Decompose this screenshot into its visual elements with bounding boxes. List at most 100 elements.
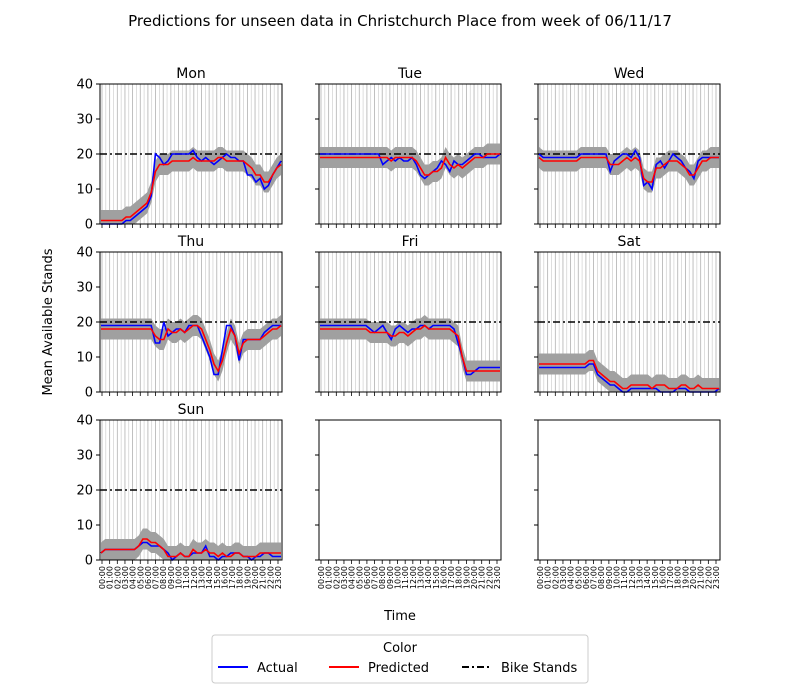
legend-label: Bike Stands <box>501 661 578 676</box>
x-tick-label: 05:00 <box>574 566 583 589</box>
predicted-series-line <box>101 324 282 373</box>
x-tick-label: 11:00 <box>401 566 410 589</box>
legend-entry-predicted: Predicted <box>329 661 429 676</box>
x-tick-label: 02:00 <box>332 566 341 589</box>
predicted-series-line <box>538 156 719 183</box>
x-tick-label: 16:00 <box>439 566 448 589</box>
y-tick-label: 30 <box>76 281 93 296</box>
x-tick-label: 19:00 <box>681 566 690 589</box>
x-tick-label: 08:00 <box>378 566 387 589</box>
x-tick-label: 16:00 <box>220 566 229 589</box>
x-tick-label: 14:00 <box>205 566 214 589</box>
panel-title: Sun <box>178 402 205 418</box>
panel-sat: Sat <box>534 234 721 396</box>
x-tick-label: 18:00 <box>236 566 245 589</box>
panel-background <box>319 420 501 560</box>
y-tick-label: 20 <box>76 484 93 499</box>
legend-label: Actual <box>257 661 298 676</box>
x-tick-label: 21:00 <box>478 566 487 589</box>
y-tick-label: 10 <box>76 351 93 366</box>
chart-title: Predictions for unseen data in Christchu… <box>128 12 672 30</box>
x-tick-label: 12:00 <box>628 566 637 589</box>
panels-grid: Mon 0 10 20 30 40 Tue Wed Thu 0 10 20 30 40 Fri Sat Sun 0… <box>76 66 721 589</box>
x-tick-label: 15:00 <box>651 566 660 589</box>
x-tick-label: 09:00 <box>167 566 176 589</box>
legend-entry-actual: Actual <box>218 661 298 676</box>
x-tick-label: 07:00 <box>590 566 599 589</box>
x-tick-label: 12:00 <box>190 566 199 589</box>
actual-series-line <box>320 153 501 180</box>
x-tick-label: 11:00 <box>182 566 191 589</box>
x-tick-label: 06:00 <box>582 566 591 589</box>
panel-title: Thu <box>177 234 204 250</box>
y-axis-label: Mean Available Stands <box>41 248 56 395</box>
x-tick-label: 03:00 <box>340 566 349 589</box>
y-tick-label: 20 <box>76 148 93 163</box>
x-tick-label: 15:00 <box>213 566 222 589</box>
legend-frame <box>211 634 589 684</box>
x-tick-label: 09:00 <box>605 566 614 589</box>
x-tick-label: 19:00 <box>243 566 252 589</box>
x-tick-label: 22:00 <box>485 566 494 589</box>
y-tick-label: 40 <box>76 78 93 93</box>
predicted-series-line <box>320 324 500 372</box>
legend-title: Color <box>383 641 418 656</box>
x-tick-label: 02:00 <box>113 566 122 589</box>
x-tick-label: 20:00 <box>689 566 698 589</box>
y-tick-label: 40 <box>76 246 93 261</box>
x-tick-label: 08:00 <box>597 566 606 589</box>
x-tick-label: 21:00 <box>697 566 706 589</box>
x-tick-label: 06:00 <box>363 566 372 589</box>
predicted-series-line <box>100 538 281 558</box>
actual-series-line <box>538 148 719 192</box>
x-tick-label: 02:00 <box>551 566 560 589</box>
panel-title: Wed <box>614 66 645 82</box>
x-tick-label: 05:00 <box>355 566 364 589</box>
panel-thu: Thu 0 10 20 30 40 <box>76 234 283 401</box>
legend-label: Predicted <box>368 661 429 676</box>
x-tick-label: 14:00 <box>424 566 433 589</box>
prediction-band <box>539 350 719 392</box>
predicted-series-line <box>320 153 500 176</box>
x-tick-label: 13:00 <box>197 566 206 589</box>
x-tick-label: 10:00 <box>394 566 403 589</box>
x-tick-label: 04:00 <box>567 566 576 589</box>
x-tick-label: 00:00 <box>98 566 107 589</box>
y-tick-label: 10 <box>76 519 93 534</box>
predicted-series-line <box>101 156 282 222</box>
x-tick-label: 17:00 <box>666 566 675 589</box>
x-tick-label: 03:00 <box>121 566 130 589</box>
x-tick-label: 22:00 <box>704 566 713 589</box>
x-tick-label: 23:00 <box>274 566 283 589</box>
x-tick-label: 01:00 <box>325 566 334 589</box>
panel-sun: Sun 0 10 20 30 40 00:0001:0002:0003:0004:0005:… <box>76 402 283 589</box>
y-tick-label: 0 <box>85 218 93 233</box>
panel-wed: Wed <box>534 66 721 228</box>
x-tick-label: 23:00 <box>712 566 721 589</box>
x-tick-label: 11:00 <box>620 566 629 589</box>
x-tick-label: 06:00 <box>144 566 153 589</box>
x-tick-label: 07:00 <box>371 566 380 589</box>
x-tick-label: 09:00 <box>386 566 395 589</box>
panel-fri: Fri <box>315 234 502 396</box>
panel-title: Tue <box>397 66 422 82</box>
panel-background <box>538 420 720 560</box>
x-tick-label: 15:00 <box>432 566 441 589</box>
y-tick-label: 0 <box>85 554 93 569</box>
y-tick-label: 20 <box>76 316 93 331</box>
y-tick-label: 30 <box>76 113 93 128</box>
prediction-band <box>101 528 281 560</box>
prediction-band <box>539 147 719 193</box>
panel-title: Fri <box>402 234 419 250</box>
x-tick-label: 00:00 <box>317 566 326 589</box>
x-tick-label: 23:00 <box>493 566 502 589</box>
x-tick-label: 05:00 <box>136 566 145 589</box>
x-tick-label: 22:00 <box>266 566 275 589</box>
y-tick-label: 40 <box>76 414 93 429</box>
x-tick-label: 00:00 <box>536 566 545 589</box>
panel-tue: Tue <box>315 66 502 228</box>
panel-mon: Mon 0 10 20 30 40 <box>76 66 283 233</box>
panel-title: Mon <box>176 66 206 82</box>
x-tick-label: 19:00 <box>462 566 471 589</box>
